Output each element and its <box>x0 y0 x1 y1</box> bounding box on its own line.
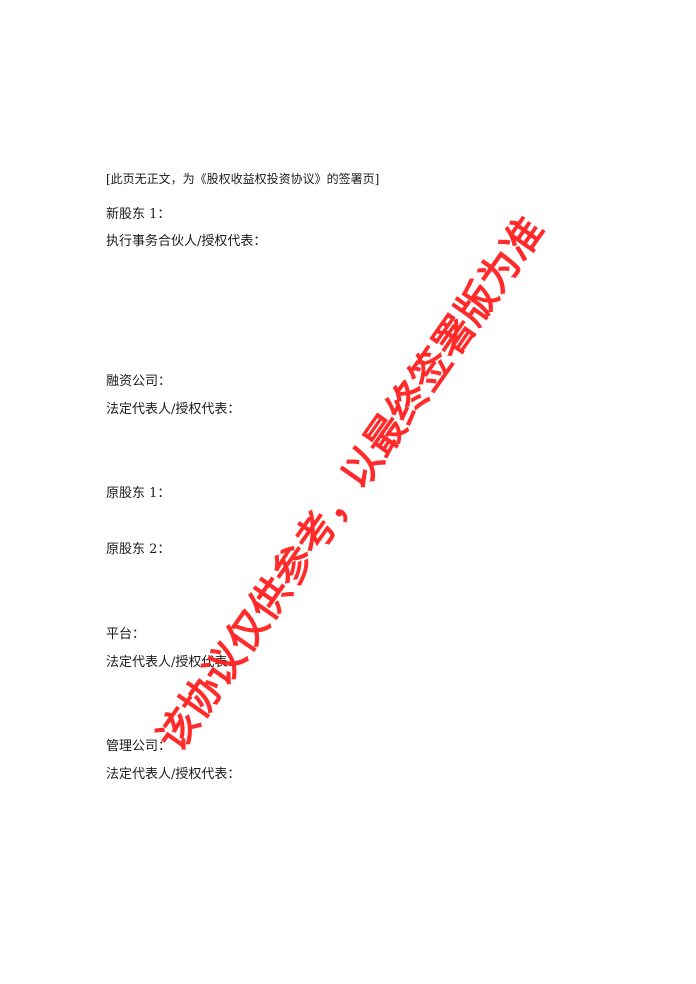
reference-only-watermark: 该协议仅供参考，以最终签署版为准 <box>148 208 554 760</box>
new-shareholder-1-label: 新股东 1： <box>106 207 171 222</box>
original-shareholder-2-label: 原股东 2： <box>106 542 171 557</box>
executive-partner-label: 执行事务合伙人/授权代表： <box>106 234 267 249</box>
platform-legal-representative-label: 法定代表人/授权代表： <box>106 655 241 670</box>
management-legal-representative-label: 法定代表人/授权代表： <box>106 767 241 782</box>
original-shareholder-1-label: 原股东 1： <box>106 486 171 501</box>
legal-representative-label: 法定代表人/授权代表： <box>106 402 241 417</box>
platform-label: 平台： <box>106 627 146 642</box>
page-note: [此页无正文，为《股权收益权投资协议》的签署页] <box>106 172 380 186</box>
financing-company-label: 融资公司： <box>106 374 172 389</box>
management-company-label: 管理公司： <box>106 739 172 754</box>
